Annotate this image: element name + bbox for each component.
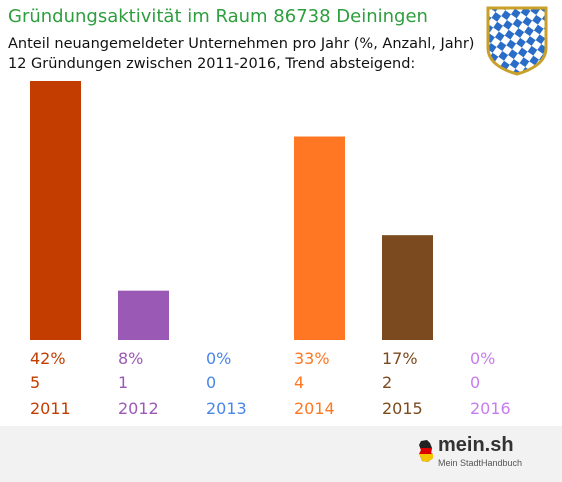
year-label-2012: 2012 — [118, 399, 159, 418]
percent-label-2016: 0% — [470, 349, 495, 368]
bar-chart: 42% 5 2011 8% 1 2012 0% 0 2013 33% 4 2014 17% 2 2015 0%… — [30, 81, 511, 418]
percent-label-2011: 42% — [30, 349, 66, 368]
count-label-2013: 0 — [206, 373, 216, 392]
count-label-2011: 5 — [30, 373, 40, 392]
chart-subtitle-line1: Anteil neuangemeldeter Unternehmen pro J… — [8, 36, 475, 52]
year-label-2016: 2016 — [470, 399, 511, 418]
bar-2014 — [294, 136, 345, 340]
percent-label-2013: 0% — [206, 349, 231, 368]
chart-title: Gründungsaktivität im Raum 86738 Deining… — [8, 6, 428, 27]
bar-2015 — [382, 235, 433, 340]
bavaria-coat-of-arms-icon — [486, 6, 548, 76]
logo-tagline: Mein StadtHandbuch — [438, 458, 523, 468]
percent-label-2012: 8% — [118, 349, 143, 368]
year-label-2015: 2015 — [382, 399, 423, 418]
year-label-2011: 2011 — [30, 399, 71, 418]
mein-sh-logo[interactable]: mein.sh Mein StadtHandbuch — [418, 434, 528, 474]
bar-2012 — [118, 290, 169, 340]
count-label-2015: 2 — [382, 373, 392, 392]
chart-subtitle-line2: 12 Gründungen zwischen 2011-2016, Trend … — [8, 56, 416, 72]
year-label-2013: 2013 — [206, 399, 247, 418]
logo-text: mein.sh — [438, 434, 514, 456]
bar-2011 — [30, 81, 81, 340]
footer-band — [0, 426, 562, 482]
percent-label-2015: 17% — [382, 349, 418, 368]
count-label-2012: 1 — [118, 373, 128, 392]
count-label-2016: 0 — [470, 373, 480, 392]
year-label-2014: 2014 — [294, 399, 335, 418]
count-label-2014: 4 — [294, 373, 304, 392]
percent-label-2014: 33% — [294, 349, 330, 368]
germany-flag-icon — [419, 440, 433, 462]
